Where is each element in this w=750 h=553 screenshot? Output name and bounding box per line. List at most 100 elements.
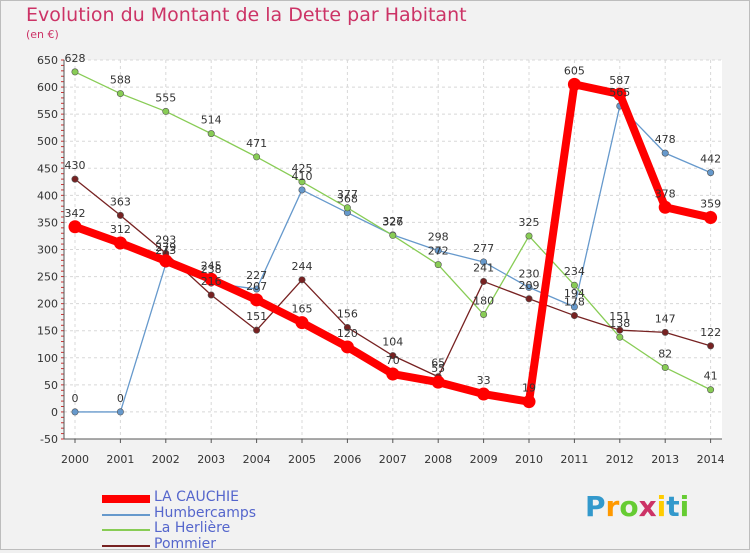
data-label: 178 xyxy=(564,296,585,309)
chart-title: Evolution du Montant de la Dette par Hab… xyxy=(26,4,467,26)
data-point xyxy=(613,87,627,101)
data-label: 180 xyxy=(473,294,494,307)
data-point xyxy=(525,283,533,291)
y-tick-label: 50 xyxy=(44,379,58,392)
data-label: 587 xyxy=(609,74,630,87)
data-point xyxy=(250,293,264,307)
x-tick-label: 2006 xyxy=(333,453,361,466)
data-label: 151 xyxy=(246,310,267,323)
data-point xyxy=(525,295,533,303)
data-label: 430 xyxy=(65,159,86,172)
data-label: 41 xyxy=(704,370,718,383)
y-tick-label: 650 xyxy=(37,54,58,67)
proxiti-logo: Proxiti xyxy=(585,490,689,523)
data-label: 377 xyxy=(337,188,358,201)
data-label: 209 xyxy=(519,279,540,292)
data-label: 238 xyxy=(201,263,222,276)
data-point xyxy=(113,236,127,250)
data-point xyxy=(298,178,306,186)
data-point xyxy=(707,386,715,394)
data-label: 55 xyxy=(431,362,445,375)
data-label: 293 xyxy=(155,233,176,246)
data-label: 410 xyxy=(292,170,313,183)
data-point xyxy=(116,90,124,98)
data-label: 363 xyxy=(110,195,131,208)
data-point xyxy=(389,352,397,360)
data-point xyxy=(567,77,581,91)
data-label: 0 xyxy=(117,392,124,405)
data-point xyxy=(116,211,124,219)
y-tick-label: 0 xyxy=(51,406,58,419)
data-label: 555 xyxy=(155,91,176,104)
y-tick-label: 300 xyxy=(37,244,58,257)
data-point xyxy=(71,408,79,416)
data-point xyxy=(570,312,578,320)
data-point xyxy=(343,323,351,331)
x-tick-label: 2002 xyxy=(152,453,180,466)
logo-letter: i xyxy=(656,490,667,523)
data-label: 342 xyxy=(65,207,86,220)
data-label: 325 xyxy=(519,216,540,229)
data-label: 120 xyxy=(337,327,358,340)
data-label: 165 xyxy=(292,303,313,316)
data-point xyxy=(661,364,669,372)
legend-label: La Herlière xyxy=(154,520,231,536)
data-point xyxy=(253,285,261,293)
data-point xyxy=(616,333,624,341)
x-tick-label: 2010 xyxy=(515,453,543,466)
y-tick-label: -50 xyxy=(40,433,58,446)
data-point xyxy=(340,340,354,354)
data-label: 156 xyxy=(337,307,358,320)
data-label: 104 xyxy=(382,336,403,349)
data-point xyxy=(253,326,261,334)
data-point xyxy=(253,153,261,161)
data-point xyxy=(389,231,397,239)
data-label: 70 xyxy=(386,354,400,367)
logo-letter: x xyxy=(638,490,657,523)
data-label: 244 xyxy=(292,260,313,273)
data-label: 565 xyxy=(609,86,630,99)
data-point xyxy=(298,276,306,284)
data-label: 514 xyxy=(201,114,222,127)
data-point xyxy=(522,395,536,409)
x-tick-label: 2008 xyxy=(424,453,452,466)
data-label: 327 xyxy=(382,215,403,228)
data-label: 277 xyxy=(473,242,494,255)
chart-subtitle: (en €) xyxy=(26,28,59,41)
legend-swatch xyxy=(102,495,150,503)
data-label: 216 xyxy=(201,275,222,288)
data-point xyxy=(159,254,173,268)
data-point xyxy=(570,303,578,311)
x-tick-label: 2012 xyxy=(606,453,634,466)
data-label: 207 xyxy=(246,280,267,293)
logo-letter: t xyxy=(666,490,680,523)
data-label: 359 xyxy=(700,198,721,211)
logo-letter: P xyxy=(585,490,606,523)
data-point xyxy=(525,232,533,240)
x-tick-label: 2005 xyxy=(288,453,316,466)
data-point xyxy=(616,326,624,334)
y-tick-label: 250 xyxy=(37,271,58,284)
y-tick-label: 550 xyxy=(37,108,58,121)
data-point xyxy=(71,175,79,183)
y-tick-label: 400 xyxy=(37,189,58,202)
data-point xyxy=(480,258,488,266)
x-tick-label: 2013 xyxy=(651,453,679,466)
data-label: 227 xyxy=(246,269,267,282)
legend-label: Humbercamps xyxy=(154,504,257,521)
data-label: 298 xyxy=(428,231,449,244)
data-point xyxy=(434,261,442,269)
y-tick-label: 500 xyxy=(37,135,58,148)
x-tick-label: 2007 xyxy=(379,453,407,466)
data-point xyxy=(661,149,669,157)
data-label: 147 xyxy=(655,312,676,325)
data-point xyxy=(207,291,215,299)
data-point xyxy=(661,328,669,336)
x-tick-label: 2000 xyxy=(61,453,89,466)
data-point xyxy=(386,367,400,381)
data-point xyxy=(295,316,309,330)
data-label: 471 xyxy=(246,137,267,150)
data-label: 241 xyxy=(473,261,494,274)
data-point xyxy=(707,342,715,350)
logo-letter: i xyxy=(679,490,690,523)
